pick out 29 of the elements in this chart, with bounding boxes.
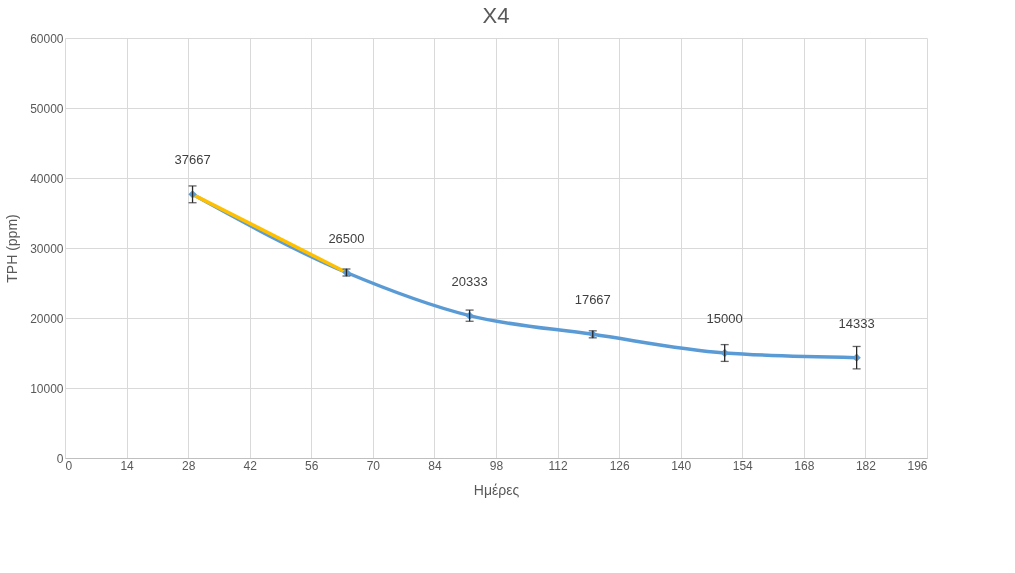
x-tick-label: 140 [671, 458, 692, 473]
data-label: 17667 [574, 292, 611, 308]
data-label: 15000 [706, 311, 743, 326]
x-axis-title: Ημέρες [473, 481, 520, 498]
data-label: 26500 [328, 230, 365, 246]
y-tick-label: 30000 [30, 241, 64, 256]
y-tick-label: 20000 [30, 311, 64, 326]
x-tick-label: 56 [305, 458, 319, 473]
y-tick-label: 60000 [30, 31, 64, 46]
x-tick-label: 98 [489, 458, 504, 473]
x-tick-label: 84 [428, 458, 442, 473]
data-label: 37667 [174, 152, 211, 168]
x-tick-label: 112 [548, 458, 568, 473]
x-tick-label: 126 [609, 458, 630, 473]
x-tick-label: 154 [732, 458, 754, 473]
x-tick-label: 196 [907, 458, 928, 473]
data-label: 20333 [451, 273, 488, 289]
y-axis-title: TPH (ppm) [4, 214, 21, 283]
y-tick-label: 40000 [30, 171, 64, 186]
chart-title: X4 [482, 3, 510, 28]
x-tick-label: 70 [366, 458, 381, 473]
x-tick-label: 42 [243, 458, 258, 473]
x-tick-label: 28 [181, 458, 196, 473]
y-tick-label: 50000 [30, 101, 64, 116]
y-tick-label: 10000 [30, 381, 64, 396]
data-label: 14333 [838, 315, 875, 331]
x-tick-label: 168 [794, 458, 815, 473]
x-tick-label: 14 [120, 458, 135, 473]
x-tick-label: 182 [855, 458, 877, 473]
